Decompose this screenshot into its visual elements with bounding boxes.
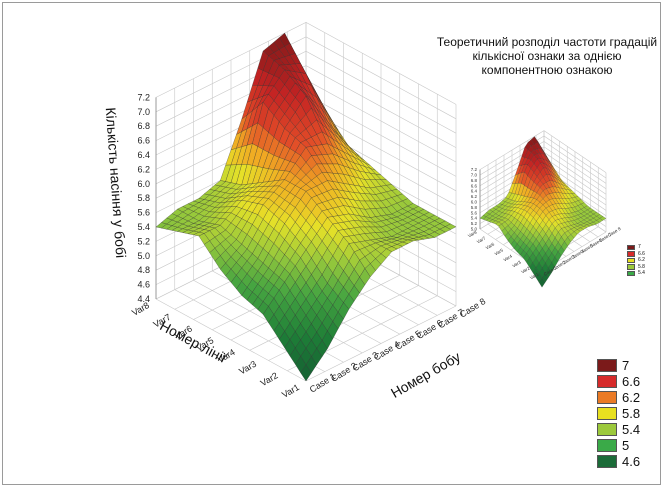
inset-legend-label: 5.8 [638,263,645,270]
inset-legend-entry: 5.4 [627,270,645,277]
legend-swatch [597,454,617,468]
inset-legend-swatch [627,270,635,276]
legend-swatch [597,374,617,388]
legend-label: 7 [622,357,630,373]
x-axis-title: Номер лінії [157,317,229,365]
surface-plot: 4.44.64.85.05.25.45.65.86.06.26.46.66.87… [103,22,622,401]
inset-x-tick-label: Var4 [502,253,513,262]
z-tick-label: 5.8 [137,193,150,203]
inset-x-tick-label: Var8 [467,229,478,238]
inset-legend-label: 7 [638,244,641,251]
inset-z-tick-label: 6.0 [471,200,478,205]
inset-legend-entry: 5.8 [627,264,645,271]
z-tick-label: 5.2 [137,236,150,246]
inset-x-tick-label: Var7 [476,235,487,244]
inset-z-tick-label: 5.2 [471,221,478,226]
inset-y-tick-label: Case 8 [607,226,622,238]
z-tick-label: 7.0 [137,107,150,117]
legend-swatch [597,406,617,420]
inset-z-tick-label: 6.2 [471,194,478,199]
inset-z-tick-label: 5.8 [471,205,478,210]
inset-legend-entry: 6.6 [627,251,645,258]
inset-legend-label: 5.4 [638,270,645,277]
main-legend: 7 6.6 6.2 5.8 5.4 5 4.6 [597,357,640,469]
x-tick-label: Var3 [237,359,258,377]
inset-surface-cell [538,277,546,288]
inset-legend-label: 6.6 [638,250,645,257]
surface-cell [300,364,312,382]
legend-label: 5 [622,437,630,453]
inset-surface [479,136,607,288]
x-tick-label: Var1 [280,382,301,400]
inset-x-tick-label: Var3 [511,259,522,268]
inset-z-tick-label: 5.4 [471,216,478,221]
z-tick-label: 6.8 [137,121,150,131]
inset-title: Теоретичний розподіл частоти градацій кі… [436,35,658,77]
inset-legend: 7 6.6 6.2 5.8 5.4 [627,244,645,277]
main-surface [155,32,457,382]
inset-legend-label: 6.2 [638,257,645,264]
z-tick-label: 4.4 [137,294,150,304]
inset-z-tick-label: 6.6 [471,183,478,188]
x-tick-label: Var2 [259,370,280,388]
inset-legend-swatch [627,244,635,250]
inset-z-tick-label: 7.2 [471,167,478,172]
z-tick-label: 5.0 [137,251,150,261]
inset-x-tick-label: Var1 [529,271,540,280]
legend-swatch [597,390,617,404]
legend-label: 6.2 [622,389,641,405]
legend-entry: 4.6 [597,453,640,469]
z-tick-label: 4.6 [137,280,150,290]
legend-entry: 5.4 [597,421,640,437]
z-tick-label: 6.2 [137,164,150,174]
z-tick-label: 6.0 [137,179,150,189]
z-tick-label: 5.6 [137,208,150,218]
z-tick-label: 6.6 [137,136,150,146]
inset-legend-swatch [627,251,635,257]
inset-x-tick-label: Var2 [520,265,531,274]
legend-entry: 5 [597,437,640,453]
inset-x-tick-label: Var6 [485,241,496,250]
inset-x-tick-label: Var5 [494,247,505,256]
inset-z-tick-label: 6.4 [471,189,478,194]
inset-legend-entry: 6.2 [627,257,645,264]
z-tick-label: 7.2 [137,92,150,102]
z-tick-label: 4.8 [137,265,150,275]
inset-z-tick-label: 7.0 [471,173,478,178]
legend-label: 4.6 [622,453,641,469]
y-tick-label: Case 8 [458,296,487,320]
legend-swatch [597,422,617,436]
z-axis-title: Кількість насіння у бобі [103,107,129,259]
legend-entry: 7 [597,357,640,373]
inset-z-tick-label: 5.0 [471,227,478,232]
inset-z-tick-label: 6.8 [471,178,478,183]
inset-legend-swatch [627,257,635,263]
z-tick-label: 6.4 [137,150,150,160]
inset-z-tick-label: 5.6 [471,210,478,215]
inset-legend-entry: 7 [627,244,645,251]
legend-label: 5.8 [622,405,641,421]
y-axis-title: Номер бобу [388,348,463,401]
legend-swatch [597,358,617,372]
legend-entry: 5.8 [597,405,640,421]
legend-entry: 6.6 [597,373,640,389]
z-tick-label: 5.4 [137,222,150,232]
legend-label: 6.6 [622,373,641,389]
legend-label: 5.4 [622,421,641,437]
legend-entry: 6.2 [597,389,640,405]
legend-swatch [597,438,617,452]
inset-legend-swatch [627,264,635,270]
